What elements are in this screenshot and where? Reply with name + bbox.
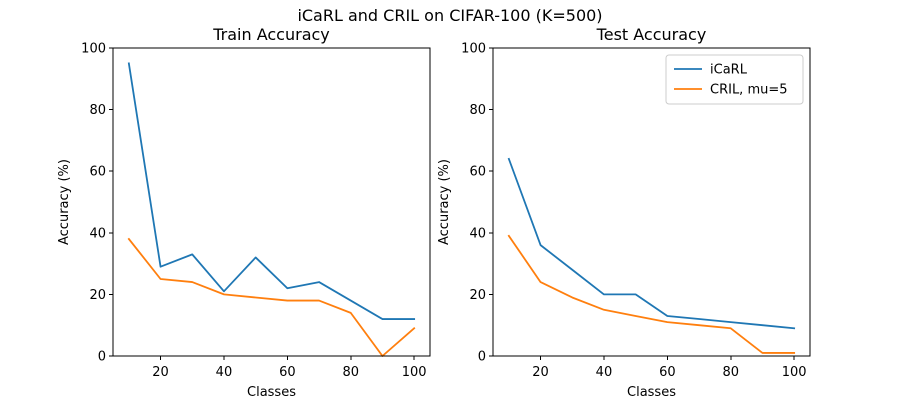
x-tick-label: 100	[402, 365, 427, 380]
chart-panel-1: 0 20 40 60 80 100 20 40 60 80 100 Train Accuracy Cla…	[57, 25, 431, 400]
chart-title: Test Accuracy	[596, 25, 707, 44]
x-tick-label: 40	[596, 365, 613, 380]
series-line-cril-mu-5	[507, 234, 796, 354]
x-axis-label: Classes	[247, 385, 296, 400]
x-tick-label: 20	[152, 365, 169, 380]
y-tick-label: 60	[89, 165, 106, 180]
legend-label-icarl: iCaRL	[710, 63, 748, 78]
legend-label-cril-mu-5: CRIL, mu=5	[710, 83, 788, 98]
y-tick-label: 100	[81, 42, 106, 57]
y-axis-label: Accuracy (%)	[437, 159, 452, 245]
series-line-cril-mu-5	[127, 237, 416, 357]
x-tick-label: 80	[342, 365, 359, 380]
series-line-icarl	[127, 62, 416, 320]
legend: iCaRL CRIL, mu=5	[665, 54, 804, 105]
chart-title: Train Accuracy	[212, 25, 330, 44]
x-tick-label: 60	[659, 365, 676, 380]
x-tick-label: 80	[722, 365, 739, 380]
x-tick-label: 20	[532, 365, 549, 380]
y-tick-label: 80	[89, 103, 106, 118]
y-axis-label: Accuracy (%)	[57, 159, 72, 245]
chart-panel-2: 0 20 40 60 80 100 20 40 60 80 100 Test Accuracy Clas…	[437, 25, 811, 400]
y-tick-label: 60	[469, 165, 486, 180]
plot-frame	[492, 47, 811, 357]
y-tick-label: 0	[478, 350, 486, 365]
y-tick-label: 20	[469, 288, 486, 303]
series-line-icarl	[507, 157, 796, 330]
x-axis-label: Classes	[627, 385, 676, 400]
y-tick-label: 20	[89, 288, 106, 303]
x-tick-label: 60	[279, 365, 296, 380]
y-tick-label: 100	[461, 42, 486, 57]
x-tick-label: 100	[782, 365, 807, 380]
figure-suptitle: iCaRL and CRIL on CIFAR-100 (K=500)	[297, 6, 602, 25]
y-tick-label: 40	[89, 226, 106, 241]
plot-frame	[112, 47, 431, 357]
y-tick-label: 80	[469, 103, 486, 118]
legend-box	[665, 54, 804, 105]
x-tick-label: 40	[216, 365, 233, 380]
y-tick-label: 0	[98, 350, 106, 365]
y-tick-label: 40	[469, 226, 486, 241]
